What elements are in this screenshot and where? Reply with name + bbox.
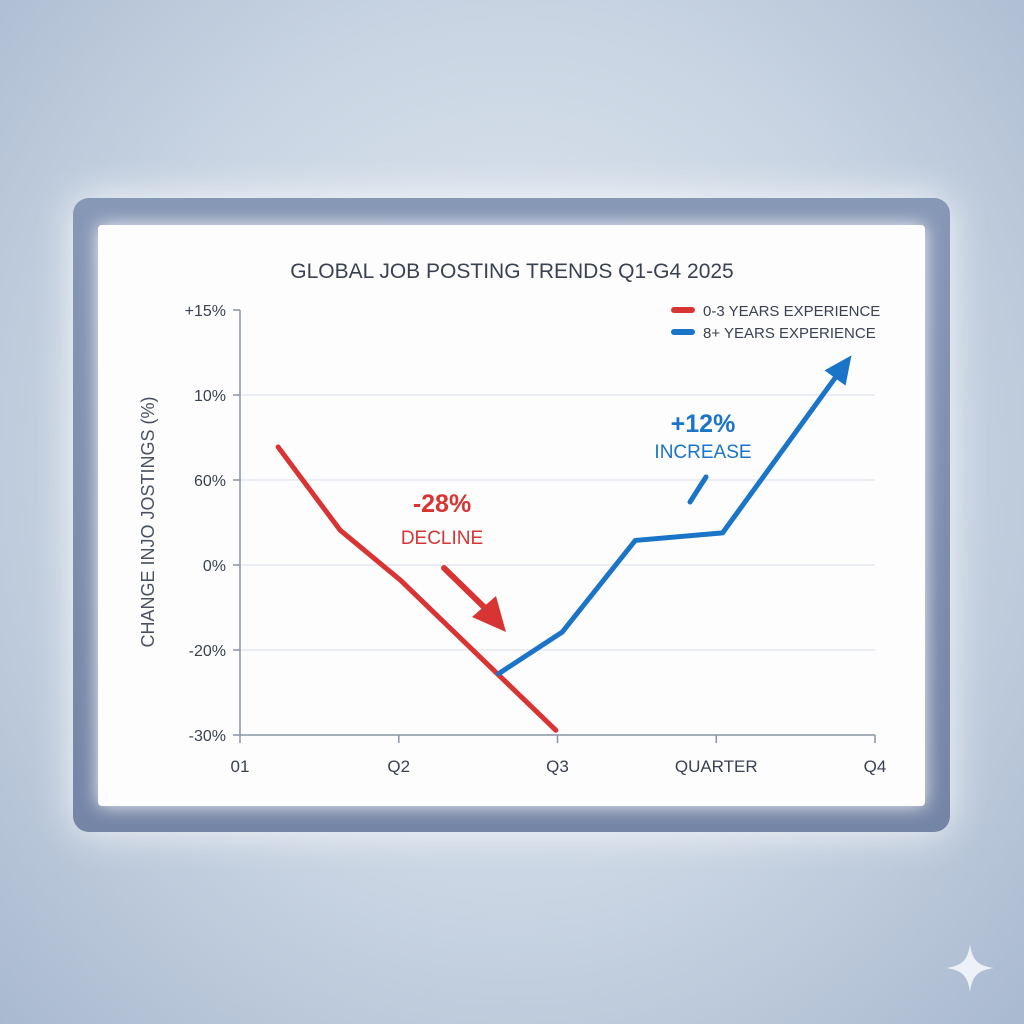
y-tick-label: -30% [189, 728, 226, 745]
y-tick-label: -20% [189, 643, 226, 660]
legend-swatch-red [671, 307, 695, 313]
legend-label-8-plus-years: 8+ YEARS EXPERIENCE [703, 325, 876, 342]
legend-swatch-blue [671, 329, 695, 335]
x-tick-label: Q3 [546, 757, 569, 776]
x-tick-label: Q2 [387, 757, 410, 776]
chart-title: GLOBAL JOB POSTING TRENDS Q1-G4 2025 [290, 260, 733, 283]
x-tick-label: Q4 [864, 757, 887, 776]
decline-arrow-head [472, 596, 506, 632]
sparkle-icon [946, 944, 994, 992]
y-tick-label: 60% [194, 473, 226, 490]
y-tick-label: 0% [203, 558, 226, 575]
x-tick-label: QUARTER [675, 757, 758, 776]
decline-value: -28% [413, 490, 471, 518]
legend-label-0-3-years: 0-3 YEARS EXPERIENCE [703, 303, 880, 320]
y-tick-label: 10% [194, 388, 226, 405]
y-axis-label: CHANGE INJO JOSTINGS (%) [138, 396, 158, 647]
x-tick-label: 01 [231, 757, 250, 776]
increase-tick-mark [687, 474, 709, 505]
chart-card [98, 225, 925, 806]
increase-label: INCREASE [654, 442, 751, 463]
decline-label: DECLINE [401, 528, 483, 549]
series-line-0 [275, 444, 559, 733]
increase-value: +12% [671, 410, 736, 438]
series-arrow-head [824, 355, 852, 386]
y-tick-label: +15% [185, 303, 226, 320]
decline-arrow-shaft [441, 565, 487, 610]
